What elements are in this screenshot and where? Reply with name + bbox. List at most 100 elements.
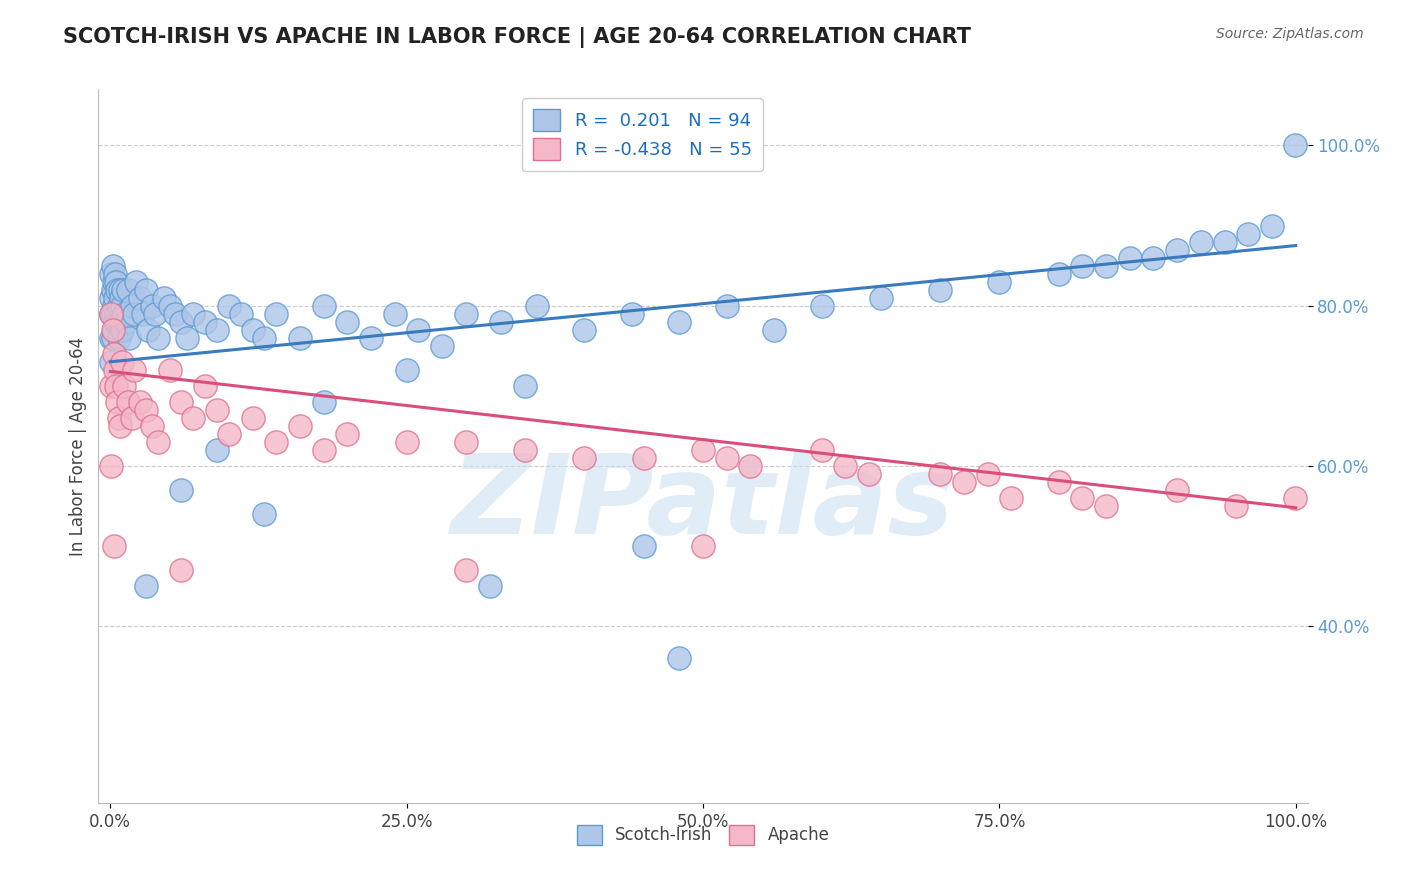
Point — [103, 299, 125, 313]
Point — [170, 483, 193, 497]
Point — [264, 435, 287, 450]
Point — [633, 450, 655, 465]
Point — [141, 419, 163, 434]
Point — [810, 299, 832, 313]
Point — [104, 315, 127, 329]
Point — [929, 467, 952, 481]
Point — [253, 331, 276, 345]
Point — [165, 307, 187, 321]
Point — [395, 435, 418, 450]
Point — [135, 403, 157, 417]
Point — [1071, 491, 1094, 505]
Point — [1225, 499, 1247, 513]
Point — [1166, 483, 1188, 497]
Point — [336, 315, 359, 329]
Text: SCOTCH-IRISH VS APACHE IN LABOR FORCE | AGE 20-64 CORRELATION CHART: SCOTCH-IRISH VS APACHE IN LABOR FORCE | … — [63, 27, 972, 48]
Point — [692, 539, 714, 553]
Point — [454, 307, 477, 321]
Point — [101, 283, 124, 297]
Point — [170, 395, 193, 409]
Point — [122, 363, 145, 377]
Point — [111, 355, 134, 369]
Point — [1071, 259, 1094, 273]
Point — [103, 323, 125, 337]
Point — [1189, 235, 1212, 249]
Point — [100, 307, 122, 321]
Point — [929, 283, 952, 297]
Point — [384, 307, 406, 321]
Point — [218, 299, 240, 313]
Point — [176, 331, 198, 345]
Point — [205, 323, 228, 337]
Point — [869, 291, 891, 305]
Point — [242, 323, 264, 337]
Point — [1237, 227, 1260, 241]
Point — [858, 467, 880, 481]
Point — [114, 315, 136, 329]
Point — [105, 275, 128, 289]
Point — [118, 331, 141, 345]
Point — [121, 299, 143, 313]
Point — [952, 475, 974, 489]
Point — [312, 442, 335, 457]
Point — [125, 275, 148, 289]
Point — [408, 323, 430, 337]
Point — [121, 411, 143, 425]
Point — [574, 323, 596, 337]
Point — [111, 299, 134, 313]
Point — [105, 283, 128, 297]
Point — [107, 411, 129, 425]
Point — [101, 331, 124, 345]
Point — [104, 363, 127, 377]
Point — [100, 355, 122, 369]
Point — [114, 379, 136, 393]
Point — [432, 339, 454, 353]
Point — [103, 539, 125, 553]
Point — [110, 291, 132, 305]
Point — [454, 435, 477, 450]
Point — [288, 331, 311, 345]
Point — [143, 307, 166, 321]
Point — [515, 442, 537, 457]
Point — [129, 395, 152, 409]
Point — [515, 379, 537, 393]
Point — [834, 458, 856, 473]
Point — [159, 299, 181, 313]
Point — [100, 331, 122, 345]
Point — [1142, 251, 1164, 265]
Point — [100, 307, 122, 321]
Point — [103, 347, 125, 361]
Point — [114, 307, 136, 321]
Point — [100, 379, 122, 393]
Point — [170, 315, 193, 329]
Point — [141, 299, 163, 313]
Point — [152, 291, 174, 305]
Point — [100, 267, 122, 281]
Point — [105, 395, 128, 409]
Point — [526, 299, 548, 313]
Point — [205, 442, 228, 457]
Point — [132, 307, 155, 321]
Point — [159, 363, 181, 377]
Point — [976, 467, 998, 481]
Point — [620, 307, 643, 321]
Point — [1047, 475, 1070, 489]
Point — [101, 307, 124, 321]
Point — [1284, 491, 1306, 505]
Point — [668, 651, 690, 665]
Point — [170, 563, 193, 577]
Point — [100, 291, 122, 305]
Point — [478, 579, 501, 593]
Point — [633, 539, 655, 553]
Point — [716, 299, 738, 313]
Point — [101, 259, 124, 273]
Point — [181, 307, 204, 321]
Point — [692, 442, 714, 457]
Point — [103, 275, 125, 289]
Point — [108, 315, 131, 329]
Point — [668, 315, 690, 329]
Point — [1119, 251, 1142, 265]
Point — [574, 450, 596, 465]
Point — [312, 299, 335, 313]
Point — [288, 419, 311, 434]
